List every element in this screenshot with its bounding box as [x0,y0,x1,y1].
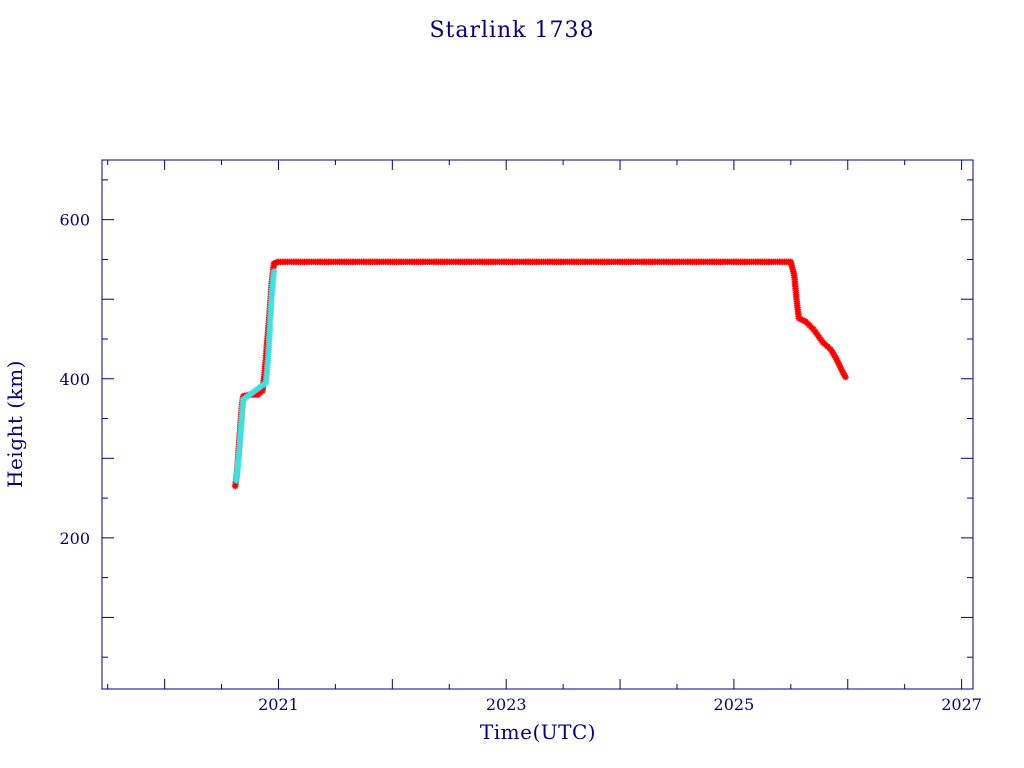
y-axis-label: Height (km) [3,360,27,488]
x-tick-label: 2027 [941,695,982,714]
x-tick-label: 2025 [714,695,755,714]
y-tick-label: 200 [59,529,90,548]
x-tick-label: 2023 [486,695,527,714]
data-point [270,268,278,275]
x-tick-labels: 2021 2023 2025 2027 [258,695,982,714]
x-axis-label: Time(UTC) [480,720,596,744]
chart-title: Starlink 1738 [429,18,594,43]
y-tick-labels: 200 400 600 [59,211,90,548]
data-points [232,258,849,490]
y-ticks [102,179,973,658]
y-tick-label: 400 [59,370,90,389]
y-tick-label: 600 [59,211,90,230]
data-point [842,373,849,381]
plot-frame [101,159,974,690]
x-tick-label: 2021 [258,695,299,714]
x-ticks [107,160,963,689]
